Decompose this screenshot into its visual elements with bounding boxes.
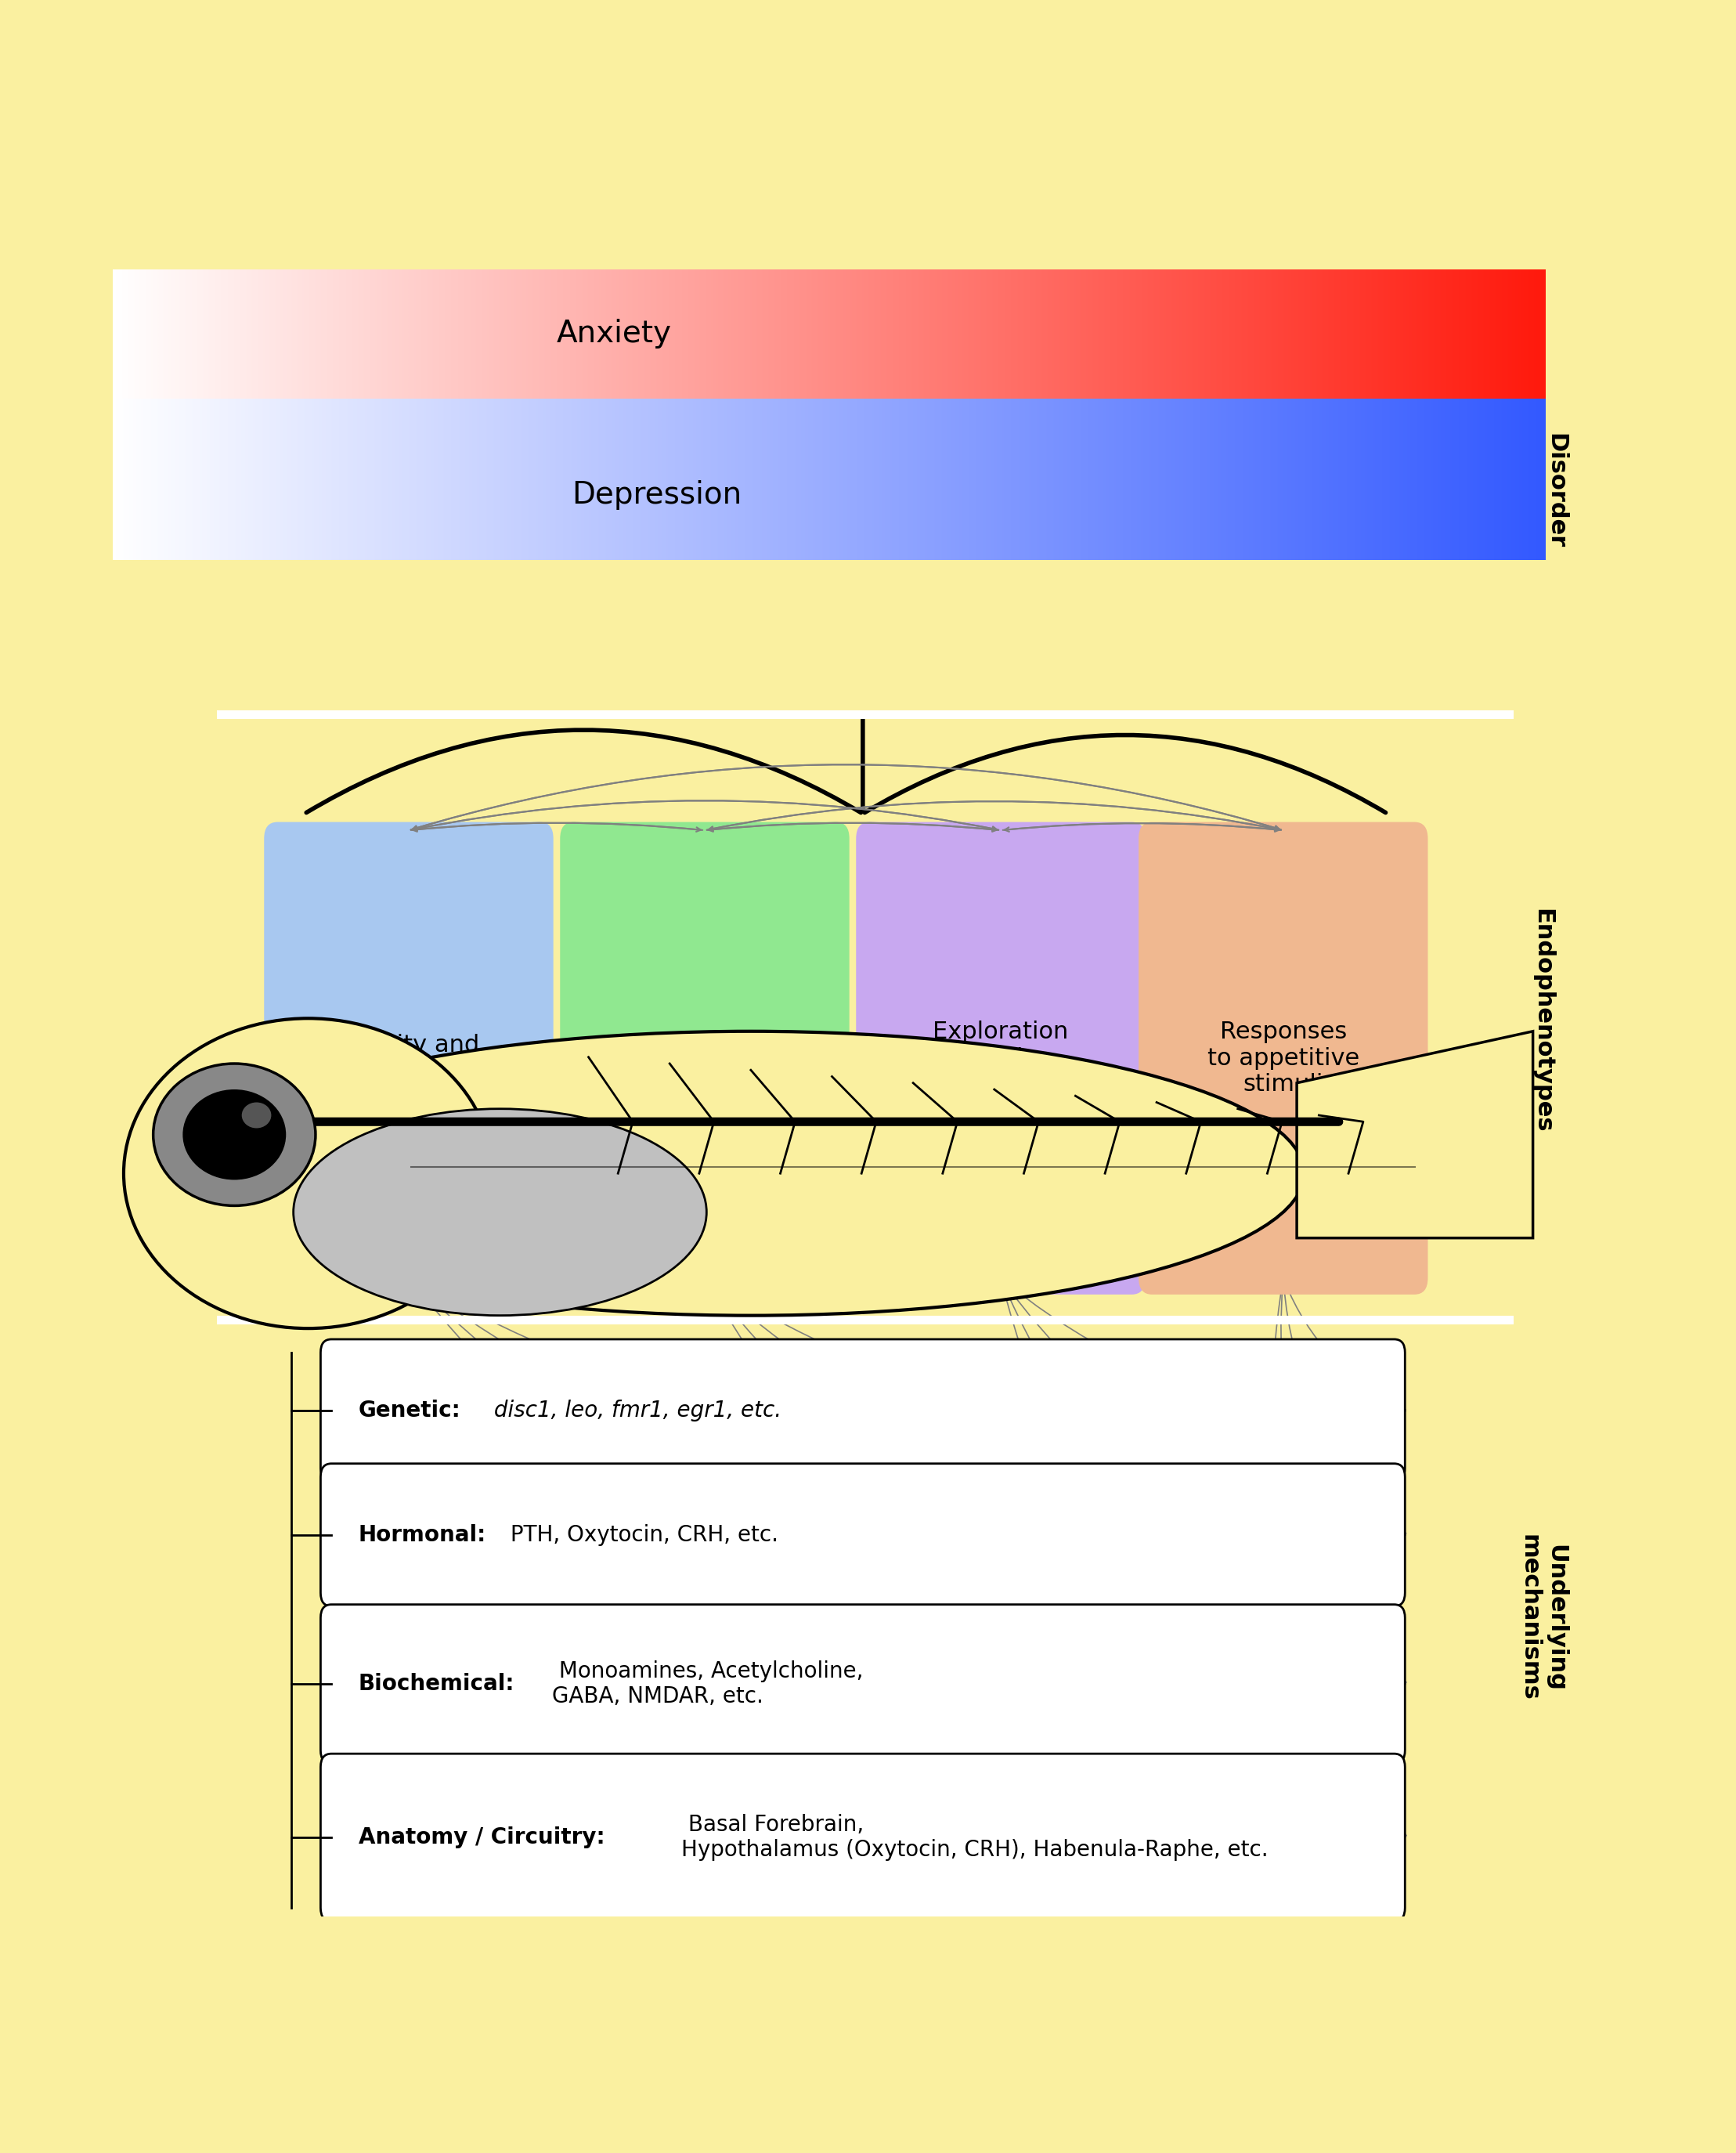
Ellipse shape [293, 1109, 707, 1315]
Ellipse shape [123, 1018, 493, 1328]
Text: Genetic:: Genetic: [358, 1399, 460, 1421]
FancyBboxPatch shape [561, 822, 849, 1294]
Text: PTH, Oxytocin, CRH, etc.: PTH, Oxytocin, CRH, etc. [503, 1524, 778, 1546]
Text: Responses
to appetitive
stimuli: Responses to appetitive stimuli [1207, 1021, 1359, 1096]
Text: Flight and
freeze: Flight and freeze [646, 1033, 764, 1083]
Text: Exploration
and
avoidance: Exploration and avoidance [932, 1021, 1069, 1096]
Text: Activity and
arousal: Activity and arousal [339, 1033, 479, 1083]
Text: disc1, leo, fmr1, egr1, etc.: disc1, leo, fmr1, egr1, etc. [488, 1399, 781, 1421]
Text: Mental illness: Mental illness [1226, 299, 1448, 327]
Text: Disorder
spectrum: Disorder spectrum [1517, 426, 1566, 553]
Ellipse shape [198, 1031, 1304, 1315]
FancyBboxPatch shape [856, 822, 1146, 1294]
Text: Underlying
mechanisms: Underlying mechanisms [1517, 1535, 1566, 1701]
Text: Biochemical:: Biochemical: [358, 1673, 514, 1694]
Text: Hormonal:: Hormonal: [358, 1524, 486, 1546]
FancyBboxPatch shape [321, 1755, 1404, 1920]
FancyBboxPatch shape [264, 822, 554, 1294]
Text: Anxiety: Anxiety [557, 319, 672, 349]
Text: Anatomy / Circuitry:: Anatomy / Circuitry: [358, 1826, 604, 1849]
Text: Depression: Depression [573, 480, 741, 510]
Text: Monoamines, Acetylcholine,
GABA, NMDAR, etc.: Monoamines, Acetylcholine, GABA, NMDAR, … [552, 1660, 863, 1707]
FancyBboxPatch shape [321, 1604, 1404, 1763]
Text: Mental Wellness: Mental Wellness [311, 299, 573, 327]
Circle shape [182, 1089, 286, 1180]
Circle shape [153, 1064, 316, 1206]
Circle shape [241, 1102, 271, 1128]
Text: Behavioral assays: Behavioral assays [1043, 1249, 1328, 1275]
Text: Endophenotypes: Endophenotypes [1531, 909, 1554, 1132]
FancyBboxPatch shape [321, 1339, 1404, 1481]
FancyBboxPatch shape [1139, 822, 1427, 1294]
Text: Basal Forebrain,
Hypothalamus (Oxytocin, CRH), Habenula-Raphe, etc.: Basal Forebrain, Hypothalamus (Oxytocin,… [681, 1813, 1269, 1860]
Polygon shape [1297, 1031, 1533, 1238]
FancyBboxPatch shape [321, 1464, 1404, 1606]
